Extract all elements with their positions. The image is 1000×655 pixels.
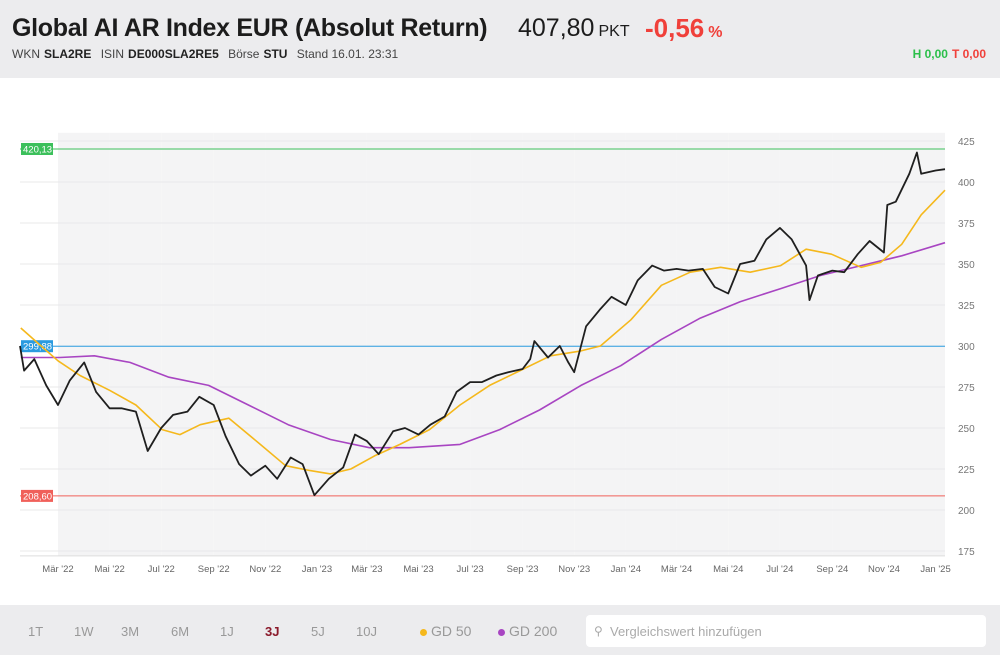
x-tick-label: Mär '24 xyxy=(661,564,692,575)
price-change: -0,56% xyxy=(645,13,723,44)
day-high: H 0,00 xyxy=(912,47,948,61)
ma50-dot-icon xyxy=(420,628,427,636)
instrument-meta: WKN SLA2RE ISIN DE000SLA2RE5 Börse STU Stan… xyxy=(12,47,402,61)
month-band xyxy=(574,132,626,556)
ma200-toggle[interactable]: GD 200 xyxy=(498,623,557,639)
day-low: T 0,00 xyxy=(951,47,986,61)
range-button-6m[interactable]: 6M xyxy=(171,624,190,639)
page-title: Global AI AR Index EUR (Absolut Return) xyxy=(12,14,488,42)
range-button-1t[interactable]: 1T xyxy=(28,624,44,639)
month-band xyxy=(832,132,884,556)
reference-label-box xyxy=(21,489,53,502)
chart-area[interactable]: 175 200 225 250 275 300 325 350 375 400 425 Mär '22… xyxy=(0,78,1000,605)
range-button-3j[interactable]: 3J xyxy=(265,624,280,639)
y-tick-label: 225 xyxy=(958,465,975,476)
range-button-1w[interactable]: 1W xyxy=(74,624,94,639)
wkn-label: WKN xyxy=(12,47,40,61)
y-tick-label: 350 xyxy=(958,260,975,271)
ma50-toggle[interactable]: GD 50 xyxy=(420,623,471,639)
ma200-label: GD 200 xyxy=(509,623,558,639)
isin-label: ISIN xyxy=(100,47,125,61)
range-button-3m[interactable]: 3M xyxy=(121,624,140,639)
exchange-label: Börse xyxy=(228,47,260,61)
ma50-line xyxy=(20,189,946,475)
y-tick-label: 250 xyxy=(958,424,975,435)
x-tick-label: Nov '22 xyxy=(249,564,281,575)
x-tick-label: Jan '24 xyxy=(611,564,641,575)
x-tick-label: Mai '24 xyxy=(713,564,743,575)
timestamp: Stand 16.01. 23:31 xyxy=(296,47,399,61)
month-band xyxy=(779,132,833,556)
y-tick-label: 325 xyxy=(958,301,975,312)
price-value: 407,80 xyxy=(518,14,595,42)
exchange-value: STU xyxy=(263,47,288,61)
x-tick-label: Jul '23 xyxy=(457,564,484,575)
month-band xyxy=(883,132,936,556)
high-low: H 0,00 T 0,00 xyxy=(913,47,986,61)
y-tick-label: 375 xyxy=(958,219,975,230)
x-tick-label: Jan '23 xyxy=(302,564,332,575)
reference-label: 299,88 xyxy=(23,342,52,353)
month-band xyxy=(58,132,110,556)
x-tick-label: Sep '24 xyxy=(816,564,848,575)
month-band xyxy=(316,132,367,556)
y-tick-label: 300 xyxy=(958,342,975,353)
y-tick-label: 200 xyxy=(958,506,975,517)
month-band xyxy=(522,132,575,556)
magnifier-icon: ⚲ xyxy=(594,624,603,638)
change-unit: % xyxy=(708,24,723,41)
wkn-value: SLA2RE xyxy=(44,47,92,61)
month-band xyxy=(213,132,266,556)
x-tick-label: Jul '22 xyxy=(148,564,175,575)
reference-label: 208,60 xyxy=(23,491,52,502)
last-price: 407,80 PKT xyxy=(518,14,630,43)
x-tick-label: Jul '24 xyxy=(766,564,793,575)
price-chart[interactable]: 175 200 225 250 275 300 325 350 375 400 425 Mär '22… xyxy=(0,78,1000,605)
price-unit: PKT xyxy=(598,23,630,40)
ma200-line xyxy=(20,241,946,449)
compare-search-input[interactable]: ⚲ Vergleichswert hinzufügen xyxy=(586,615,986,647)
isin-value: DE000SLA2RE5 xyxy=(128,47,219,61)
x-tick-label: Nov '24 xyxy=(868,564,900,575)
ma200-dot-icon xyxy=(498,628,505,636)
range-button-5j[interactable]: 5J xyxy=(311,624,325,639)
price-line xyxy=(19,151,946,497)
month-band xyxy=(728,132,780,556)
range-button-10j[interactable]: 10J xyxy=(356,624,377,639)
y-tick-label: 425 xyxy=(958,137,975,148)
month-band xyxy=(935,132,945,556)
month-band xyxy=(625,132,677,556)
ma50-label: GD 50 xyxy=(431,623,472,639)
y-tick-label: 400 xyxy=(958,178,975,189)
x-tick-label: Mär '23 xyxy=(351,564,382,575)
month-band xyxy=(470,132,523,556)
quote-header: Global AI AR Index EUR (Absolut Return) … xyxy=(0,0,1000,78)
change-value: -0,56 xyxy=(645,13,705,43)
month-band xyxy=(109,132,162,556)
x-tick-label: Nov '23 xyxy=(558,564,590,575)
range-button-1j[interactable]: 1J xyxy=(220,624,234,639)
y-tick-label: 175 xyxy=(958,547,975,558)
month-band xyxy=(418,132,471,556)
search-placeholder: Vergleichswert hinzufügen xyxy=(610,624,762,639)
reference-label-box xyxy=(21,142,53,155)
y-tick-label: 275 xyxy=(958,383,975,394)
chart-controls: 1T 1W 3M 6M 1J 3J 5J 10J GD 50 GD 200 ⚲ Vergleic… xyxy=(0,605,1000,655)
month-band xyxy=(676,132,729,556)
month-band xyxy=(161,132,214,556)
x-tick-label: Mai '23 xyxy=(403,564,433,575)
month-band xyxy=(265,132,317,556)
x-tick-label: Mär '22 xyxy=(42,564,73,575)
reference-label: 420,13 xyxy=(23,144,52,155)
x-tick-label: Sep '22 xyxy=(198,564,230,575)
x-tick-label: Sep '23 xyxy=(507,564,539,575)
x-tick-label: Mai '22 xyxy=(94,564,124,575)
month-band xyxy=(366,132,419,556)
x-tick-label: Jan '25 xyxy=(920,564,950,575)
